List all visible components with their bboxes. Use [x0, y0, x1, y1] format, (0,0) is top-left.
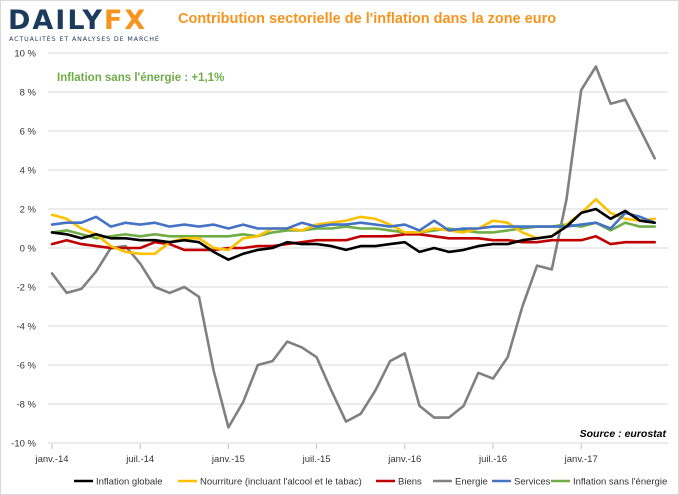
y-tick-label: 8 % [20, 88, 37, 99]
series-line-3 [50, 233, 657, 252]
series-lines [50, 65, 657, 429]
x-tick-label: janv.-16 [387, 454, 421, 465]
legend-label-4: Energie [455, 477, 488, 488]
x-tick-label: juil.-16 [478, 454, 507, 465]
y-tick-label: 4 % [20, 166, 37, 177]
source-note: Source : eurostat [580, 428, 667, 440]
logo-daily: DAILY [8, 5, 104, 36]
y-tick-label: -10 % [11, 439, 36, 450]
legend-label-3: Biens [398, 477, 422, 488]
x-tick-label: janv.-14 [34, 454, 68, 465]
chart-title: Contribution sectorielle de l'inflation … [178, 11, 557, 27]
y-tick-label: -4 % [16, 322, 36, 333]
x-tick-label: janv.-17 [564, 454, 598, 465]
y-tick-label: -6 % [16, 361, 36, 372]
legend-label-5: Services [514, 477, 551, 488]
series-line-1 [50, 207, 657, 262]
logo-tagline: ACTUALITÉS ET ANALYSES DE MARCHÉ [9, 36, 160, 43]
series-line-5 [50, 211, 657, 232]
legend-label-2: Nourriture (incluant l'alcool et le taba… [200, 477, 362, 488]
x-axis: janv.-14 juil.-14 janv.-15 juil.-15 janv.-16… [34, 444, 598, 465]
y-axis: -10 % -8 % -6 % -4 % -2 % 0 % 2 % 4 % 6 % 8 % 10 % [11, 49, 36, 450]
series-line-4 [50, 65, 657, 429]
x-tick-label: janv.-15 [211, 454, 245, 465]
dailyfx-logo: DAILYFX ACTUALITÉS ET ANALYSES DE MARCHÉ [8, 6, 168, 50]
y-tick-label: 6 % [20, 127, 37, 138]
x-tick-label: juil.-14 [125, 454, 154, 465]
y-tick-label: 10 % [14, 49, 36, 60]
legend-label-6: Inflation sans l'énergie [573, 477, 667, 488]
y-tick-label: -8 % [16, 400, 36, 411]
annotation-core-inflation: Inflation sans l'énergie : +1,1% [57, 72, 224, 84]
y-tick-label: 2 % [20, 205, 37, 216]
x-tick-label: juil.-15 [302, 454, 331, 465]
logo-fx: FX [103, 5, 148, 36]
y-tick-label: -2 % [16, 283, 36, 294]
y-tick-label: 0 % [20, 244, 37, 255]
legend-label-1: Inflation globale [96, 477, 163, 488]
gridlines [48, 52, 668, 444]
logo-wordmark: DAILYFX [8, 6, 147, 36]
legend: Inflation globale Nourriture (incluant l'… [74, 477, 667, 488]
